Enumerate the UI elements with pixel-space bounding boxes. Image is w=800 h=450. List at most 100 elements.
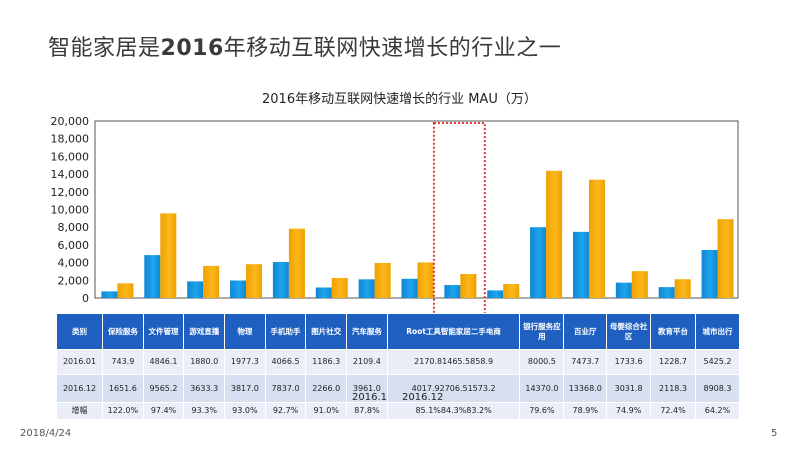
bar-2016-1 — [615, 282, 632, 298]
table-cell: 教育平台 — [650, 313, 697, 350]
table-cell: 母婴综合社区 — [606, 313, 652, 350]
bar-2016-12 — [117, 283, 134, 298]
bar-2016-12 — [460, 274, 477, 298]
table-cell: 物理 — [224, 313, 266, 350]
table-cell: 2266.0 — [305, 374, 348, 403]
bar-2016-12 — [246, 264, 263, 298]
table-cell: 保险服务 — [102, 313, 144, 350]
page-number: 5 — [771, 428, 778, 439]
table-cell: 72.4% — [650, 402, 697, 420]
bar-2016-1 — [144, 255, 161, 298]
bar-2016-1 — [444, 285, 461, 298]
table-header-row: 类别 保险服务 文件管理 游戏直播 物理 手机助手 图片社交 汽车服务 Root工具智能家居二手… — [55, 313, 740, 350]
bar-2016-12 — [374, 262, 391, 298]
table-cell: 93.3% — [183, 402, 226, 420]
bar-2016-12 — [503, 284, 520, 298]
table-cell: 百业厅 — [563, 313, 608, 350]
table-cell: 122.0% — [102, 402, 144, 420]
table-cell: 4066.5 — [264, 349, 307, 375]
table-cell: 1733.6 — [606, 349, 652, 375]
bar-2016-12 — [288, 228, 305, 298]
footer-date: 2018/4/24 — [20, 428, 72, 439]
bar-2016-12 — [417, 262, 434, 298]
table-cell: 79.6% — [519, 402, 565, 420]
bar-2016-1 — [230, 280, 247, 298]
bar-2016-12 — [160, 213, 177, 298]
table-cell: 64.2% — [695, 402, 740, 420]
table-cell: 3817.0 — [224, 374, 266, 403]
table-cell: 银行服务应用 — [519, 313, 565, 350]
table-cell: 93.0% — [224, 402, 266, 420]
table-cell: 8000.5 — [519, 349, 565, 375]
table-cell: 2118.3 — [650, 374, 697, 403]
table-cell: 文件管理 — [142, 313, 185, 350]
table-cell: 2170.81465.5858.9 — [386, 349, 521, 375]
table-cell: 1186.3 — [305, 349, 348, 375]
table-cell: 手机助手 — [264, 313, 307, 350]
bar-2016-1 — [401, 278, 418, 298]
bar-2016-1 — [572, 231, 589, 298]
table-cell: 9565.2 — [142, 374, 185, 403]
table-cell: 3031.8 — [606, 374, 652, 403]
y-tick-label: 8,000 — [58, 221, 90, 234]
y-tick-label: 20,000 — [51, 115, 90, 128]
bar-2016-1 — [701, 249, 718, 298]
y-tick-label: 10,000 — [51, 204, 90, 217]
table-cell: 3633.3 — [183, 374, 226, 403]
table-cell: 92.7% — [264, 402, 307, 420]
table-cell: 91.0% — [305, 402, 348, 420]
table-cell: 4846.1 — [142, 349, 185, 375]
y-tick-label: 2,000 — [58, 274, 90, 287]
table-row: 2016.01 743.9 4846.1 1880.0 1977.3 4066.5 1186… — [55, 349, 740, 375]
bar-2016-12 — [331, 277, 348, 298]
y-tick-label: 4,000 — [58, 257, 90, 270]
data-table: 类别 保险服务 文件管理 游戏直播 物理 手机助手 图片社交 汽车服务 Root工具智能家居二手… — [55, 313, 740, 420]
y-tick-label: 0 — [82, 292, 89, 305]
table-cell: 13368.0 — [563, 374, 608, 403]
table-cell: 5425.2 — [695, 349, 740, 375]
table-cell: 1880.0 — [183, 349, 226, 375]
table-cell: 85.1%84.3%83.2% — [386, 402, 521, 420]
table-cell: 类别 — [55, 313, 104, 350]
y-tick-label: 18,000 — [51, 133, 90, 146]
slide-title-year: 2016 — [160, 36, 224, 61]
bar-2016-1 — [315, 287, 332, 298]
table-cell: 14370.0 — [519, 374, 565, 403]
table-cell: 增幅 — [55, 402, 104, 420]
table-cell: 4017.92706.51573.2 — [386, 374, 521, 403]
bar-2016-1 — [530, 227, 547, 298]
table-cell: 97.4% — [142, 402, 185, 420]
highlight-box — [432, 122, 486, 406]
bar-2016-12 — [717, 219, 734, 298]
table-cell: 1228.7 — [650, 349, 697, 375]
table-cell: 2109.4 — [346, 349, 388, 375]
bar-2016-1 — [272, 262, 289, 298]
bar-2016-1 — [487, 290, 504, 298]
bar-2016-12 — [203, 265, 220, 298]
bar-2016-1 — [658, 287, 675, 298]
bar-2016-12 — [631, 271, 648, 298]
y-tick-label: 16,000 — [51, 150, 90, 163]
table-cell: Root工具智能家居二手电商 — [386, 313, 521, 350]
series-label-2016-12: 2016.12 — [402, 392, 444, 403]
table-cell: 3961.0 — [346, 374, 388, 403]
table-cell: 2016.01 — [55, 349, 104, 375]
chart-title: 2016年移动互联网快速增长的行业 MAU（万） — [262, 92, 537, 107]
table-row: 增幅 122.0% 97.4% 93.3% 93.0% 92.7% 91.0% 87.8% 85… — [55, 402, 740, 420]
table-cell: 7837.0 — [264, 374, 307, 403]
y-tick-label: 12,000 — [51, 186, 90, 199]
table-cell: 743.9 — [102, 349, 144, 375]
slide-title-post: 年移动互联网快速增长的行业之一 — [223, 36, 562, 61]
table-cell: 汽车服务 — [346, 313, 388, 350]
series-label-2016-1: 2016.1 — [352, 392, 387, 403]
table-row: 2016.12 1651.6 9565.2 3633.3 3817.0 7837.0 226… — [55, 374, 740, 403]
bar-2016-1 — [187, 281, 204, 298]
table-cell: 城市出行 — [695, 313, 740, 350]
table-cell: 2016.12 — [55, 374, 104, 403]
bar-2016-1 — [101, 291, 118, 298]
bar-2016-12 — [546, 170, 563, 298]
table-cell: 图片社交 — [305, 313, 348, 350]
table-cell: 7473.7 — [563, 349, 608, 375]
slide-title: 智能家居是2016年移动互联网快速增长的行业之一 — [48, 30, 561, 62]
